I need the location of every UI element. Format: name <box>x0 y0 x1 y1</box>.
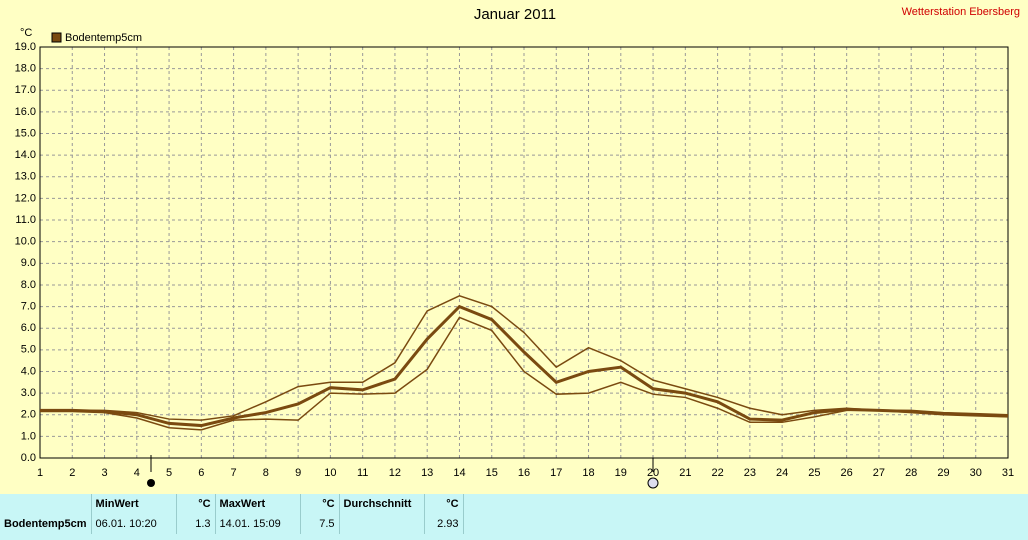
x-tick-label: 20 <box>647 467 659 479</box>
y-tick-label: 2.0 <box>21 409 36 421</box>
x-tick-label: 3 <box>101 467 107 479</box>
x-tick-label: 22 <box>711 467 723 479</box>
y-tick-label: 12.0 <box>15 192 36 204</box>
cell: 7.5 <box>300 514 340 534</box>
y-unit: °C <box>20 27 32 39</box>
x-tick-label: 27 <box>873 467 885 479</box>
x-tick-label: 4 <box>134 467 140 479</box>
header: Durchschnitt <box>339 494 425 514</box>
y-tick-label: 18.0 <box>15 63 36 75</box>
stats-panel: MinWert °C MaxWert °C Durchschnitt °C Bo… <box>0 494 1028 540</box>
x-tick-label: 17 <box>550 467 562 479</box>
x-tick-label: 2 <box>69 467 75 479</box>
stats-table: MinWert °C MaxWert °C Durchschnitt °C Bo… <box>0 494 464 534</box>
y-tick-label: 15.0 <box>15 127 36 139</box>
x-tick-label: 23 <box>744 467 756 479</box>
x-tick-label: 9 <box>295 467 301 479</box>
x-tick-label: 30 <box>970 467 982 479</box>
header: °C <box>176 494 216 514</box>
x-tick-label: 11 <box>357 467 368 479</box>
x-tick-label: 8 <box>263 467 269 479</box>
x-tick-label: 24 <box>776 467 788 479</box>
y-tick-label: 7.0 <box>21 300 36 312</box>
cell: 06.01. 10:20 <box>91 514 177 534</box>
x-tick-label: 16 <box>518 467 530 479</box>
x-tick-label: 15 <box>486 467 498 479</box>
x-tick-label: 1 <box>37 467 43 479</box>
chart: Januar 2011 Wetterstation Ebersberg °C 0… <box>15 6 1020 489</box>
y-tick-label: 0.0 <box>21 452 36 464</box>
cell: 1.3 <box>176 514 216 534</box>
x-tick-label: 6 <box>198 467 204 479</box>
y-tick-label: 14.0 <box>15 149 36 161</box>
x-tick-label: 19 <box>615 467 627 479</box>
header: °C <box>300 494 340 514</box>
header: °C <box>424 494 464 514</box>
legend-label: Bodentemp5cm <box>65 32 142 44</box>
y-tick-label: 9.0 <box>21 257 36 269</box>
legend-swatch <box>51 32 62 43</box>
row-name: Bodentemp5cm <box>0 514 92 534</box>
y-tick-label: 19.0 <box>15 41 36 53</box>
cell <box>339 514 425 534</box>
cell: 2.93 <box>424 514 464 534</box>
cell <box>0 494 92 514</box>
y-tick-label: 1.0 <box>21 430 36 442</box>
plot-frame <box>39 46 1009 459</box>
marker-icon <box>647 477 659 489</box>
x-tick-label: 10 <box>324 467 336 479</box>
x-tick-label: 18 <box>582 467 594 479</box>
y-tick-label: 13.0 <box>15 171 36 183</box>
x-tick-label: 28 <box>905 467 917 479</box>
y-tick-label: 10.0 <box>15 236 36 248</box>
x-tick-label: 5 <box>166 467 172 479</box>
cell: 14.01. 15:09 <box>215 514 301 534</box>
line <box>40 304 1009 428</box>
y-tick-label: 16.0 <box>15 106 36 118</box>
x-tick-label: 25 <box>808 467 820 479</box>
chart-title: Januar 2011 <box>474 6 556 23</box>
x-tick-label: 7 <box>231 467 237 479</box>
x-tick-label: 21 <box>679 467 691 479</box>
x-tick-label: 31 <box>1002 467 1014 479</box>
marker-icon <box>147 479 155 487</box>
y-tick-label: 5.0 <box>21 344 36 356</box>
x-tick-label: 26 <box>841 467 853 479</box>
station-name: Wetterstation Ebersberg <box>902 6 1020 18</box>
y-tick-label: 4.0 <box>21 365 36 377</box>
y-tick-label: 8.0 <box>21 279 36 291</box>
x-tick-label: 29 <box>937 467 949 479</box>
y-tick-label: 3.0 <box>21 387 36 399</box>
x-tick-label: 13 <box>421 467 433 479</box>
y-tick-label: 6.0 <box>21 322 36 334</box>
header: MinWert <box>91 494 177 514</box>
header: MaxWert <box>215 494 301 514</box>
x-tick-label: 12 <box>389 467 401 479</box>
y-tick-label: 11.0 <box>15 214 36 226</box>
x-tick-label: 14 <box>453 467 465 479</box>
y-tick-label: 17.0 <box>15 84 36 96</box>
